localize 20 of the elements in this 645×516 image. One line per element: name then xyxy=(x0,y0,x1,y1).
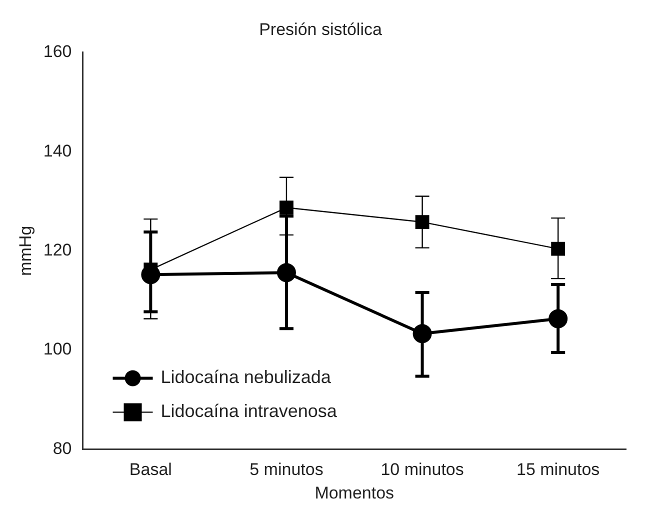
point xyxy=(280,200,294,215)
y-tick-label: 100 xyxy=(43,340,72,359)
point xyxy=(276,263,296,282)
x-axis-title: Momentos xyxy=(314,483,394,502)
x-tick-label: 5 minutos xyxy=(250,460,324,480)
point xyxy=(548,309,568,328)
point xyxy=(415,215,430,229)
point xyxy=(551,242,566,256)
y-tick-label: 160 xyxy=(43,42,72,62)
y-tick-label: 80 xyxy=(52,438,72,458)
chart-title: Presión sistólica xyxy=(259,20,382,39)
x-tick-label: 15 minutos xyxy=(516,460,600,480)
legend-label: Lidocaína nebulizada xyxy=(160,367,332,388)
legend-label: Lidocaína intravenosa xyxy=(160,401,338,422)
y-tick-label: 120 xyxy=(43,240,72,260)
x-tick-label: Basal xyxy=(129,460,172,480)
y-tick-label: 140 xyxy=(43,141,72,160)
y-axis-title: mmHg xyxy=(16,226,35,276)
x-tick-label: 10 minutos xyxy=(380,460,464,480)
point xyxy=(412,324,432,344)
